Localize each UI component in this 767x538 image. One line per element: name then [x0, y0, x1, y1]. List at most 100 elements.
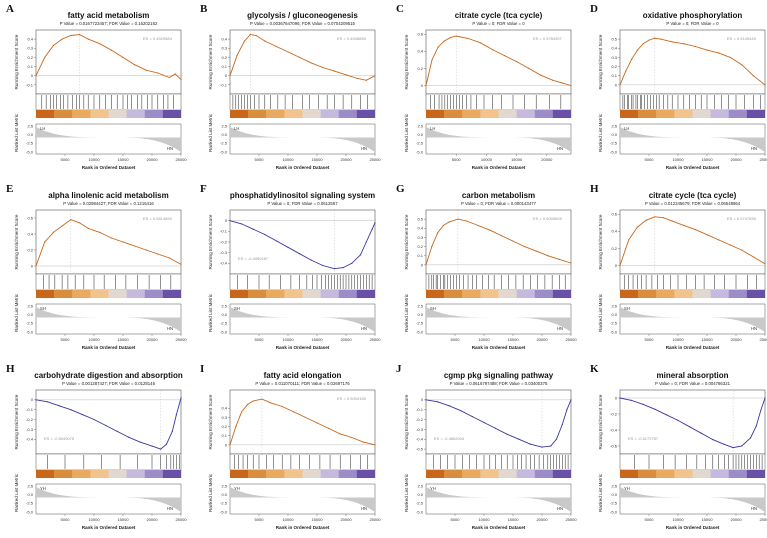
x-tick-label: 20000 — [730, 517, 742, 522]
metric-tick-label: 2.5 — [221, 483, 227, 488]
x-tick-label: 15000 — [701, 337, 713, 342]
curve-point — [683, 224, 685, 226]
x-tick-label: 5000 — [645, 337, 655, 342]
curve-point — [252, 400, 254, 402]
x-tick-label: 20000 — [541, 157, 553, 162]
x-tick-label: 5000 — [452, 157, 462, 162]
es-axis-label: Running Enrichment Score — [404, 214, 409, 269]
curve-point — [628, 239, 630, 241]
es-axis-label: Running Enrichment Score — [598, 214, 603, 269]
panel-letter: K — [590, 363, 599, 375]
curve-point — [157, 253, 159, 255]
rank-heat-segment — [108, 290, 127, 298]
curve-point — [500, 235, 502, 237]
y-tick-label: -0.4 — [26, 437, 34, 442]
rank-heat-segment — [746, 470, 766, 478]
rank-heat-segment — [72, 470, 91, 478]
metric-tick-label: -2.5 — [610, 141, 618, 146]
rank-heat-segment — [36, 470, 55, 478]
rank-heat-segment — [638, 290, 657, 298]
rank-heat-segment — [284, 110, 303, 118]
rank-heat-segment — [480, 290, 499, 298]
metric-tick-label: 0.0 — [221, 312, 227, 317]
y-tick-label: 0 — [615, 395, 618, 400]
y-tick-label: 0.2 — [221, 424, 227, 429]
es-axis-label: Running Enrichment Score — [208, 214, 213, 269]
curve-point — [365, 79, 367, 81]
y-tick-label: 0 — [225, 218, 228, 223]
rank-heat-segment — [674, 110, 693, 118]
y-tick-label: 0.2 — [417, 66, 423, 71]
panel-letter: E — [6, 183, 13, 195]
curve-point — [662, 217, 665, 219]
curve-point — [275, 240, 277, 242]
curve-point — [180, 397, 182, 399]
ranked-metric-area — [230, 487, 375, 512]
x-tick-label: 15000 — [511, 157, 523, 162]
metric-tick-label: 0.0 — [27, 312, 33, 317]
phenotype-right-tag: HN — [751, 506, 757, 511]
panel-subtitle: P Value = 0.012345679; FDR Value = 0.065… — [645, 201, 741, 206]
y-tick-label: 0.4 — [27, 231, 33, 236]
curve-point — [671, 220, 673, 222]
x-tick-label: 10000 — [478, 337, 490, 342]
rank-heat-segment — [692, 470, 711, 478]
enrichment-curve — [425, 399, 572, 448]
y-tick-label: 0 — [421, 83, 424, 88]
curve-point — [729, 244, 731, 246]
curve-point — [35, 75, 37, 77]
curve-point — [448, 405, 450, 407]
rank-heat-segment — [498, 470, 517, 478]
panel-subtitle: P Value = 0; FDR Value = 0 — [472, 21, 525, 26]
curve-point — [535, 250, 537, 252]
x-tick-label: 15000 — [311, 337, 323, 342]
rank-heat-segment — [516, 470, 535, 478]
panel-title: alpha linolenic acid metabolism — [48, 191, 168, 200]
curve-point — [540, 74, 542, 76]
rank-heat-segment — [656, 290, 675, 298]
curve-point — [512, 240, 514, 242]
y-tick-label: 0.1 — [221, 433, 227, 438]
curve-point — [70, 219, 72, 221]
curve-point — [558, 258, 561, 260]
rank-heat-segment — [90, 290, 109, 298]
rank-heat-segment — [230, 290, 249, 298]
rank-heat-segment — [444, 290, 463, 298]
curve-point — [541, 446, 543, 448]
curve-point — [310, 259, 312, 261]
curve-point — [764, 397, 766, 399]
es-value-label: ES = 0.4538655 — [337, 36, 367, 41]
curve-point — [700, 432, 702, 434]
hit-strip — [35, 93, 182, 111]
curve-point — [694, 45, 697, 48]
curve-point — [145, 249, 147, 251]
curve-point — [570, 262, 572, 264]
rank-heat-segment — [638, 470, 657, 478]
phenotype-right-tag: HN — [361, 326, 367, 331]
x-tick-label: 15000 — [507, 337, 519, 342]
es-axis-label: Running Enrichment Score — [598, 394, 603, 449]
panel-letter: B — [200, 3, 208, 15]
rank-heat-segment — [72, 290, 91, 298]
x-tick-label: 15000 — [311, 517, 323, 522]
curve-point — [44, 241, 46, 243]
curve-point — [70, 34, 72, 37]
phenotype-right-tag: HN — [557, 506, 563, 511]
x-tick-label: 10000 — [88, 517, 100, 522]
curve-point — [333, 268, 335, 270]
curve-point — [35, 265, 37, 267]
curve-point — [566, 409, 568, 411]
metric-axis-label: Ranked List Metric — [404, 293, 409, 332]
metric-tick-label: -5.0 — [220, 509, 228, 514]
phenotype-right-tag: HN — [751, 326, 757, 331]
metric-tick-label: 0.0 — [27, 132, 33, 137]
curve-point — [561, 82, 563, 84]
rank-heat-segment — [534, 290, 554, 298]
ranked-metric-area — [36, 127, 181, 152]
x-tick-label: 10000 — [672, 157, 684, 162]
curve-point — [287, 51, 289, 53]
y-tick-label: 0 — [615, 82, 618, 87]
x-tick-label: 25000 — [369, 517, 381, 522]
